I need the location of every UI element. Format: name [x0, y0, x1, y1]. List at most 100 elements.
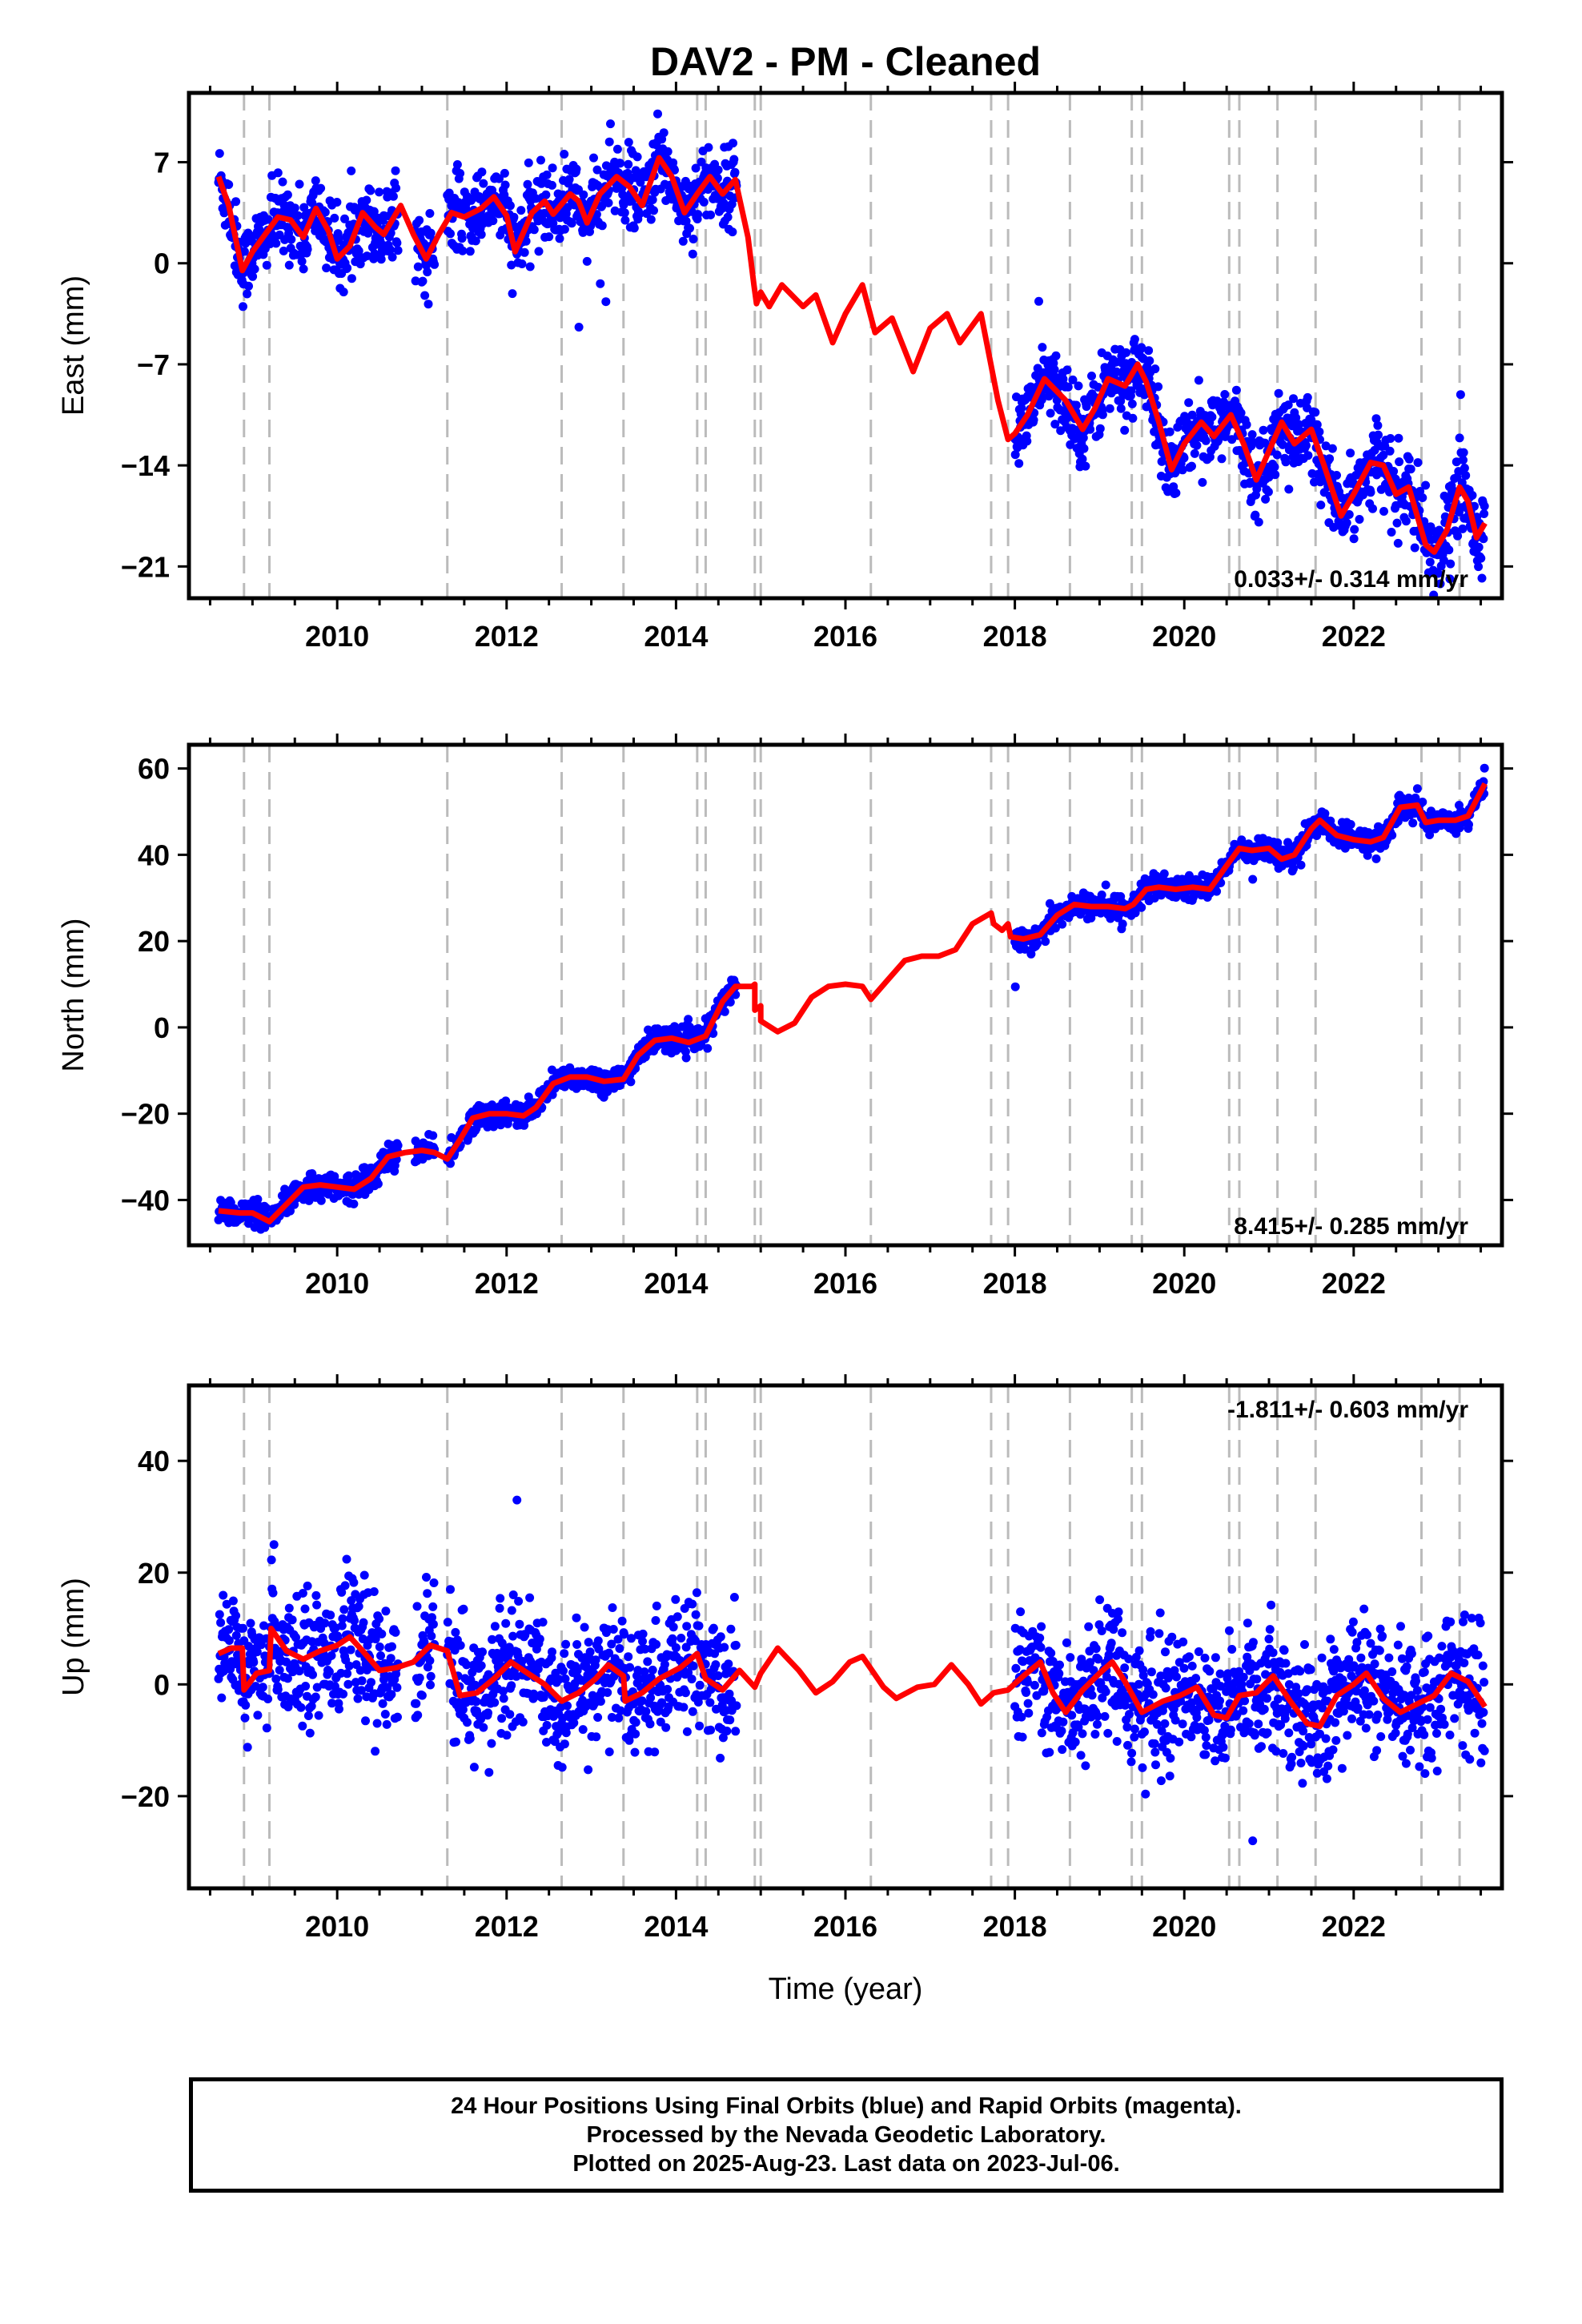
east-data-point	[548, 180, 556, 190]
east-data-point	[1242, 420, 1251, 429]
east-data-point	[311, 176, 320, 186]
up-data-point	[375, 1614, 384, 1623]
up-data-point	[381, 1606, 391, 1616]
up-data-point	[693, 1698, 703, 1707]
east-data-point	[624, 138, 633, 147]
up-data-point	[584, 1638, 593, 1647]
up-data-point	[284, 1603, 294, 1613]
east-data-point	[1116, 404, 1126, 413]
north-model-curve	[218, 782, 1488, 1224]
north-data-point	[1248, 875, 1258, 884]
east-x-tick-label: 2022	[1322, 620, 1386, 653]
east-data-point	[616, 159, 625, 168]
up-data-point	[271, 1675, 281, 1683]
up-data-point	[652, 1601, 661, 1610]
east-data-point	[689, 235, 698, 243]
east-data-point	[728, 227, 737, 237]
east-data-point	[224, 180, 234, 189]
east-data-point	[624, 159, 633, 169]
north-y-tick-label: 0	[154, 1011, 170, 1044]
up-data-point	[620, 1630, 629, 1639]
east-data-point	[1087, 372, 1096, 380]
up-data-point	[216, 1618, 226, 1627]
north-data-point	[1097, 891, 1106, 899]
east-data-point	[293, 211, 303, 220]
up-data-point	[267, 1555, 276, 1565]
east-data-point	[1295, 420, 1303, 429]
up-data-point	[361, 1716, 370, 1726]
up-data-point	[729, 1593, 739, 1602]
up-data-point	[346, 1645, 355, 1655]
up-data-point	[353, 1694, 363, 1703]
east-data-point	[1150, 364, 1160, 374]
east-data-point	[1389, 467, 1399, 476]
east-data-point	[1303, 451, 1313, 460]
east-data-point	[330, 213, 339, 223]
east-data-point	[1479, 534, 1488, 544]
east-data-point	[248, 271, 258, 281]
up-data-point	[671, 1643, 681, 1652]
east-data-point	[1212, 396, 1222, 406]
east-data-point	[1406, 464, 1415, 474]
up-data-point	[314, 1711, 323, 1720]
up-data-point	[428, 1619, 438, 1629]
north-data-point	[349, 1199, 359, 1208]
up-data-point	[490, 1622, 500, 1631]
east-data-point	[393, 246, 403, 255]
up-data-point	[243, 1743, 252, 1752]
up-data-point	[484, 1708, 492, 1718]
up-data-point	[669, 1622, 678, 1632]
north-data-point	[1289, 864, 1298, 874]
east-data-point	[704, 143, 713, 152]
east-data-point	[1370, 445, 1379, 455]
up-data-point	[640, 1644, 650, 1654]
up-data-point	[559, 1666, 568, 1675]
east-data-point	[376, 255, 386, 264]
east-data-point	[649, 206, 658, 215]
east-data-point	[1392, 518, 1402, 528]
up-data-point	[303, 1581, 312, 1590]
up-data-point	[428, 1602, 438, 1611]
east-data-point	[1327, 444, 1337, 453]
east-data-point	[1081, 461, 1090, 471]
east-data-point	[457, 234, 467, 243]
east-data-point	[713, 165, 723, 175]
up-data-point	[479, 1723, 488, 1732]
up-data-point	[303, 1711, 313, 1720]
east-data-point	[1034, 296, 1043, 306]
east-data-point	[1374, 430, 1383, 440]
up-data-point	[484, 1767, 494, 1777]
up-data-point	[643, 1657, 652, 1667]
east-y-tick-label: −21	[121, 550, 170, 583]
up-data-point	[584, 1765, 593, 1775]
up-data-point	[443, 1618, 452, 1627]
up-data-point	[300, 1604, 310, 1614]
up-data-point	[452, 1737, 460, 1747]
up-data-point	[557, 1763, 567, 1772]
east-data-point	[1010, 450, 1020, 460]
up-data-point	[228, 1596, 238, 1606]
up-data-point	[518, 1717, 528, 1727]
east-data-point	[1379, 507, 1388, 516]
up-data-point	[563, 1701, 572, 1711]
east-data-point	[612, 144, 622, 154]
up-data-point	[472, 1697, 481, 1707]
up-data-point	[311, 1590, 321, 1600]
east-data-point	[540, 208, 549, 218]
up-data-point	[617, 1616, 627, 1626]
up-data-point	[349, 1578, 359, 1587]
up-data-point	[604, 1648, 614, 1658]
up-data-point	[711, 1660, 721, 1670]
east-data-point	[1190, 448, 1199, 458]
east-data-point	[446, 229, 455, 239]
up-data-point	[671, 1594, 681, 1604]
north-y-axis-label: North (mm)	[57, 918, 90, 1072]
north-x-tick-label: 2012	[475, 1267, 539, 1300]
up-data-point	[706, 1725, 716, 1735]
east-data-point	[430, 259, 440, 269]
north-y-tick-label: 60	[138, 753, 170, 786]
east-data-point	[574, 323, 584, 332]
east-data-point	[231, 197, 241, 207]
east-x-tick-label: 2010	[305, 620, 369, 653]
up-data-point	[335, 1704, 343, 1714]
